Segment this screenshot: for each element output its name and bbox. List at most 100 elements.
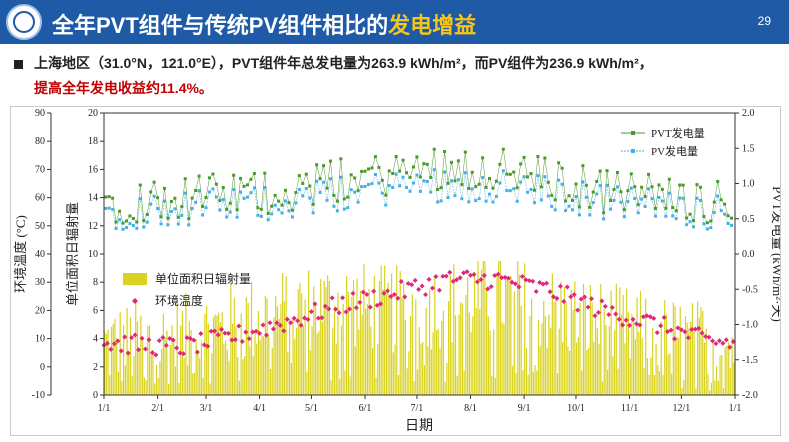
radiation-bar (608, 326, 610, 395)
radiation-bar (249, 346, 251, 395)
temp-point (409, 282, 415, 288)
pv-point (705, 227, 709, 231)
temp-point (253, 328, 259, 334)
radiation-bar (148, 325, 151, 395)
radiation-bar (344, 370, 346, 395)
temp-point (111, 341, 117, 347)
radiation-bar (252, 356, 254, 395)
temp-point (550, 294, 556, 300)
temp-point (381, 290, 387, 296)
temp-point (346, 306, 352, 312)
radiation-bar (110, 326, 113, 395)
radiation-bar (631, 313, 633, 395)
radiation-bar (555, 299, 557, 395)
radiation-bar (655, 343, 657, 395)
temp-point (288, 320, 294, 326)
temp-point (108, 346, 114, 352)
x-tick-label: 7/1 (411, 403, 424, 414)
temp-point (222, 330, 228, 336)
radiation-bar (169, 344, 171, 395)
radiation-bar (513, 291, 515, 395)
temp-point (544, 280, 550, 286)
radiation-bar (178, 383, 180, 395)
temp-point (412, 277, 418, 283)
radiation-bar (536, 370, 538, 395)
temp-point (554, 295, 560, 301)
radiation-bar (365, 308, 367, 395)
radiation-bar (477, 261, 479, 395)
radiation-bar (218, 312, 220, 395)
temp-point (495, 271, 501, 277)
radiation-bar (479, 308, 481, 395)
power-tick-label: -1.0 (742, 320, 758, 331)
temp-point (436, 287, 442, 293)
temp-point (582, 294, 588, 300)
radiation-bar (283, 301, 285, 395)
pv-point (287, 209, 291, 213)
radiation-bar (532, 371, 534, 395)
legend-label: PVT发电量 (651, 126, 705, 140)
radiation-bar (257, 311, 260, 395)
pv-point (124, 226, 128, 230)
radiation-bar (439, 347, 441, 395)
radiation-bar (563, 286, 566, 395)
pv-point (543, 175, 547, 179)
radiation-bar (454, 315, 457, 395)
radiation-bar (140, 315, 142, 395)
radiation-bar (321, 321, 324, 395)
pv-point (726, 221, 730, 225)
temp-point (260, 322, 266, 328)
radiation-bar (522, 370, 524, 395)
radiation-tick-label: 16 (88, 164, 98, 175)
pv-point (353, 190, 357, 194)
temp-point (115, 338, 121, 344)
radiation-bar (544, 316, 547, 395)
radiation-bar (307, 270, 310, 395)
radiation-bar (593, 341, 595, 395)
temp-point (454, 277, 460, 283)
radiation-bar (598, 343, 600, 395)
radiation-bar (423, 365, 426, 395)
x-axis-label: 日期 (405, 418, 433, 434)
radiation-bar (508, 281, 510, 395)
temp-point (423, 292, 429, 298)
radiation-bar (446, 363, 448, 395)
pvt-point (328, 159, 332, 163)
radiation-bar (304, 299, 306, 395)
radiation-bar (456, 376, 458, 395)
temp-point (139, 335, 145, 341)
temp-point (723, 337, 729, 343)
radiation-bar (610, 290, 612, 395)
temp-point (336, 310, 342, 316)
radiation-bar (129, 316, 132, 395)
temp-point (208, 328, 214, 334)
radiation-bar (166, 330, 168, 395)
radiation-bar (574, 281, 576, 395)
radiation-bar (570, 289, 572, 395)
temp-point (229, 337, 235, 343)
radiation-bar (548, 314, 550, 395)
pv-point (609, 207, 613, 211)
temp-point (232, 337, 238, 343)
radiation-bar (231, 323, 234, 395)
chart-container: 1/1 2/1 3/1 4/1 5/1 6/1 7/1 8/1 9/1 10/1 11/1 12/1 1… (10, 106, 785, 436)
radiation-bar (188, 321, 190, 395)
pv-point (692, 225, 696, 229)
radiation-bar (463, 370, 465, 395)
radiation-bar (638, 331, 640, 395)
temp-point (191, 337, 197, 343)
radiation-bar (539, 346, 541, 395)
temp-point (187, 336, 193, 342)
pvt-point (235, 208, 239, 212)
radiation-tick-label: 6 (93, 305, 98, 316)
pv-point (647, 187, 651, 191)
temp-point (326, 306, 332, 312)
pv-point (201, 213, 205, 217)
radiation-bar (586, 349, 588, 395)
radiation-bar (728, 341, 730, 395)
bullet-text: 上海地区（31.0°N，121.0°E），PVT组件年总发电量为263.9 kW… (34, 55, 653, 71)
power-tick-label: 0.5 (742, 214, 755, 225)
temp-point (177, 350, 183, 356)
temp-point (350, 290, 356, 296)
pv-point (342, 207, 346, 211)
